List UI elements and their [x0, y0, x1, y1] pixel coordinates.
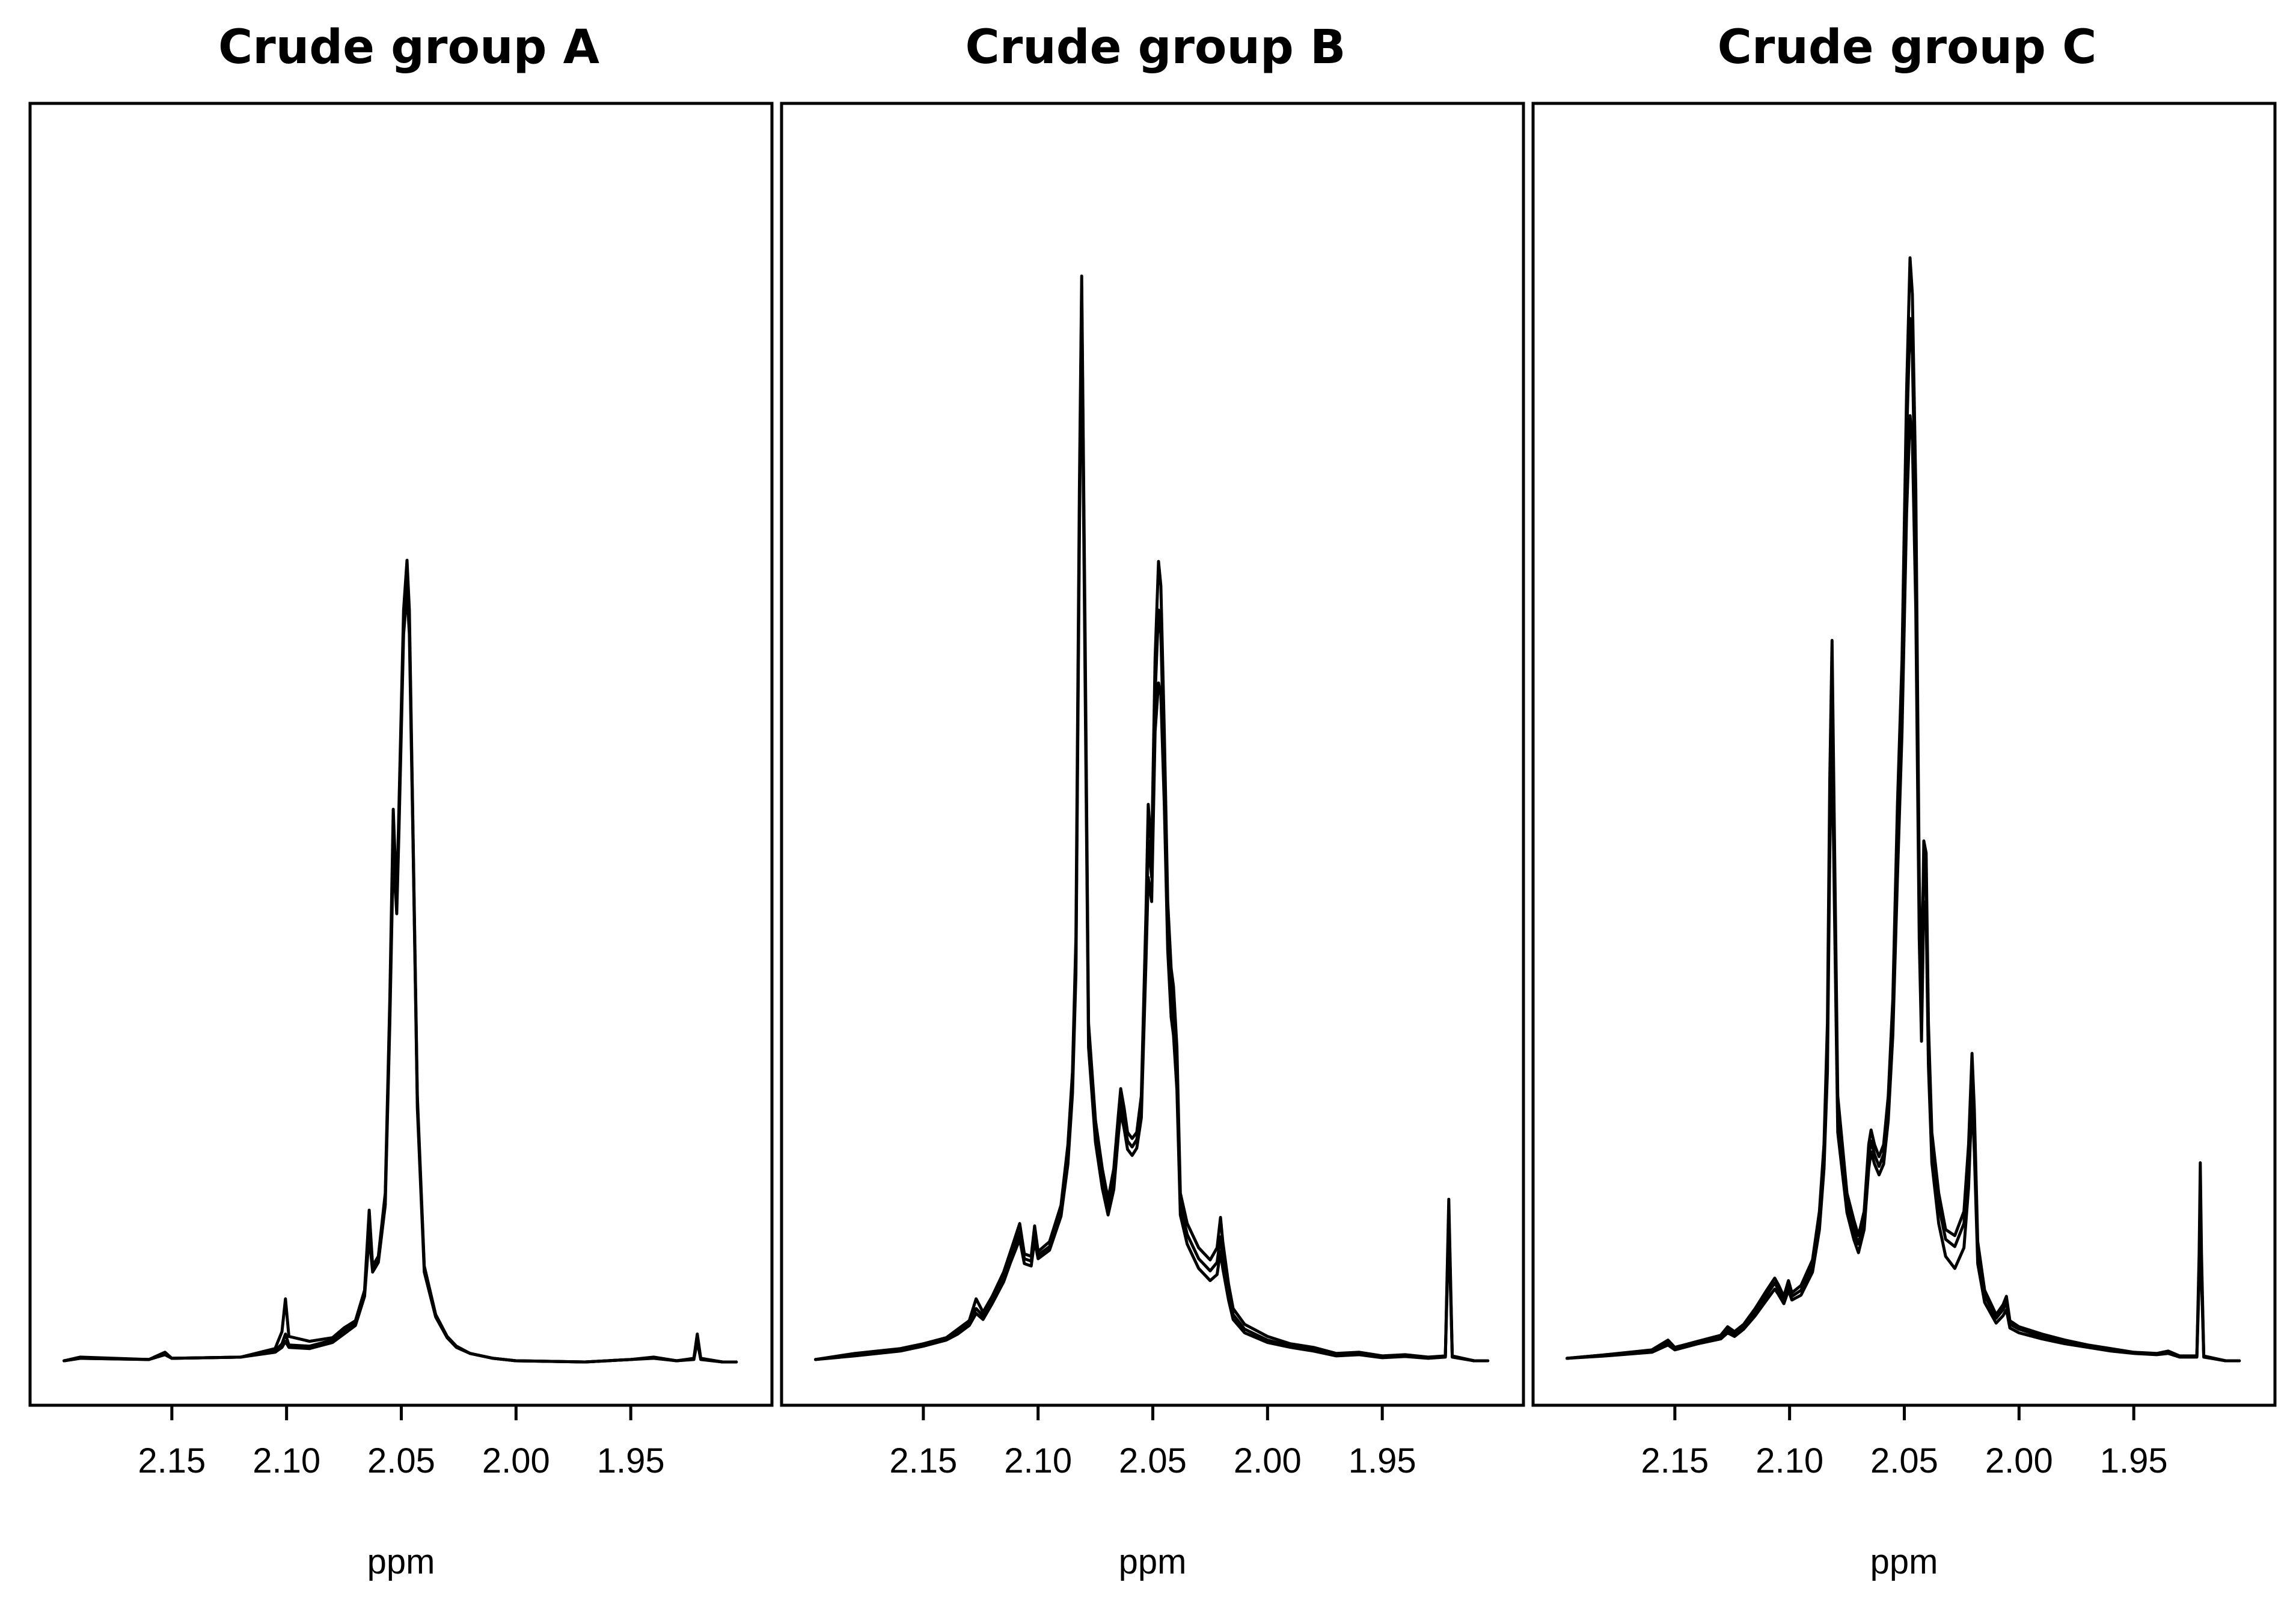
spectrum-series-3 — [63, 574, 738, 1364]
panel-title: Crude group C — [1718, 20, 2097, 75]
x-tick-label: 2.10 — [253, 1441, 320, 1480]
x-tick-label: 2.10 — [1756, 1441, 1823, 1480]
panel-crude-group-b: Crude group B 2.15 2.10 2.05 2.00 1.95 ppm — [780, 20, 1525, 1581]
panel-title: Crude group A — [218, 20, 599, 75]
x-tick-label: 2.05 — [367, 1441, 435, 1480]
x-tick-label: 1.95 — [597, 1441, 665, 1480]
series-group — [814, 274, 1490, 1363]
x-axis-label: ppm — [1119, 1542, 1187, 1581]
spectrum-series-3 — [814, 299, 1490, 1363]
x-axis-ticks: 2.15 2.10 2.05 2.00 1.95 — [138, 1405, 665, 1480]
series-group — [63, 558, 738, 1364]
x-tick-label: 1.95 — [2100, 1441, 2168, 1480]
x-tick-label: 1.95 — [1349, 1441, 1416, 1480]
panel-crude-group-c: Crude group C 2.15 2.10 2.05 2.00 1.95 ppm — [1531, 20, 2277, 1581]
panel-crude-group-a: Crude group A 2.15 2.10 2.05 2.00 1.95 ppm — [28, 20, 774, 1581]
series-group — [1566, 256, 2241, 1363]
x-tick-label: 2.05 — [1119, 1441, 1187, 1480]
panel-title: Crude group B — [966, 20, 1346, 75]
x-axis-ticks: 2.15 2.10 2.05 2.00 1.95 — [1641, 1405, 2168, 1480]
x-axis-label: ppm — [367, 1542, 435, 1581]
x-tick-label: 2.10 — [1004, 1441, 1072, 1480]
spectrum-series-3 — [1566, 414, 2241, 1363]
x-tick-label: 2.05 — [1870, 1441, 1938, 1480]
x-axis-ticks: 2.15 2.10 2.05 2.00 1.95 — [889, 1405, 1416, 1480]
x-tick-label: 2.15 — [889, 1441, 957, 1480]
x-tick-label: 2.15 — [138, 1441, 206, 1480]
x-tick-label: 2.00 — [1985, 1441, 2053, 1480]
x-tick-label: 2.00 — [1234, 1441, 1302, 1480]
x-tick-label: 2.00 — [482, 1441, 550, 1480]
x-axis-label: ppm — [1870, 1542, 1938, 1581]
x-tick-label: 2.15 — [1641, 1441, 1709, 1480]
